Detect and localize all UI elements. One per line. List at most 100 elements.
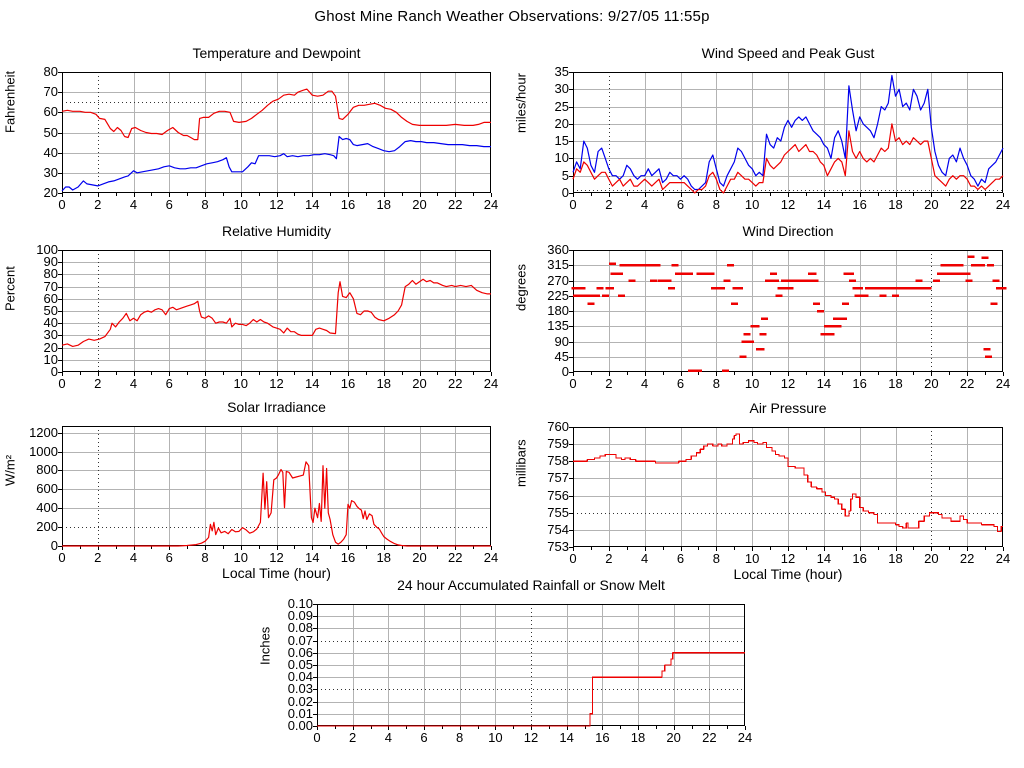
x-tick-label: 8 — [201, 197, 209, 212]
x-tick-label: 16 — [852, 551, 867, 566]
y-tick-label: 20 — [554, 115, 569, 131]
y-tick-label: 180 — [547, 303, 569, 318]
x-tick-label: 18 — [888, 376, 903, 391]
y-tick-label: 45 — [554, 348, 569, 364]
x-tick-label: 14 — [305, 376, 320, 391]
y-tick-label: 25 — [554, 98, 569, 114]
x-tick-label: 6 — [676, 551, 685, 566]
x-tick-label: 4 — [129, 550, 138, 565]
x-tick-label: 20 — [924, 551, 939, 566]
x-tick-label: 12 — [780, 376, 796, 391]
x-axis-label: Local Time (hour) — [733, 566, 843, 582]
y-tick-label: 759 — [547, 436, 569, 452]
x-tick-label: 16 — [595, 730, 610, 745]
x-tick-label: 16 — [340, 376, 356, 391]
x-tick-label: 14 — [305, 550, 320, 565]
x-tick-label: 0 — [569, 197, 577, 212]
x-tick-label: 10 — [488, 730, 503, 745]
y-tick-label: 1000 — [29, 443, 58, 459]
x-tick-label: 16 — [852, 197, 867, 212]
x-tick-label: 4 — [641, 376, 649, 391]
series-peak-gust — [572, 74, 1004, 191]
y-tick-label: 0.04 — [287, 669, 313, 685]
x-tick-label: 22 — [959, 551, 975, 566]
y-tick-label: 760 — [547, 419, 569, 434]
x-tick-label: 2 — [94, 550, 102, 565]
x-tick-label: 4 — [641, 551, 649, 566]
x-tick-label: 18 — [888, 551, 903, 566]
x-tick-label: 12 — [523, 730, 539, 745]
x-tick-label: 10 — [233, 550, 248, 565]
y-tick-label: 754 — [547, 521, 569, 537]
y-tick-label: 80 — [43, 64, 58, 79]
y-tick-label: 100 — [36, 242, 58, 257]
y-tick-label: 0.05 — [287, 657, 313, 672]
y-tick-label: 753 — [547, 539, 569, 554]
y-tick-label: 30 — [43, 164, 58, 180]
plot-area — [569, 71, 1004, 197]
x-tick-label: 8 — [712, 376, 720, 391]
y-tick-label: 0.06 — [287, 644, 313, 660]
page-title: Ghost Mine Ranch Weather Observations: 9… — [314, 8, 710, 25]
series-relative-humidity — [61, 278, 491, 347]
x-tick-label: 12 — [269, 550, 284, 565]
x-tick-label: 2 — [605, 376, 613, 391]
y-tick-label: 80 — [43, 266, 58, 282]
x-tick-label: 4 — [641, 197, 649, 212]
x-tick-label: 8 — [712, 197, 720, 212]
x-tick-label: 10 — [744, 376, 760, 391]
x-tick-label: 14 — [305, 197, 320, 212]
x-tick-label: 10 — [744, 197, 760, 212]
y-tick-label: 60 — [43, 290, 58, 306]
x-tick-label: 22 — [448, 550, 463, 565]
x-tick-label: 22 — [448, 197, 463, 212]
y-tick-label: 1200 — [29, 424, 58, 440]
x-tick-label: 20 — [412, 376, 427, 391]
chart-title: Solar Irradiance — [227, 399, 326, 415]
x-tick-label: 8 — [201, 550, 209, 565]
x-tick-label: 2 — [605, 197, 613, 212]
plot-area — [569, 426, 1004, 551]
x-tick-label: 4 — [129, 197, 138, 212]
x-tick-label: 2 — [349, 730, 357, 745]
x-tick-label: 16 — [852, 376, 867, 391]
plot-area — [58, 71, 492, 197]
y-tick-label: 800 — [36, 462, 58, 478]
y-tick-label: 200 — [36, 519, 58, 535]
y-tick-label: 15 — [554, 133, 569, 149]
x-tick-label: 22 — [959, 197, 975, 212]
x-tick-label: 8 — [456, 730, 464, 745]
x-tick-label: 16 — [340, 197, 356, 212]
series-dewpoint — [61, 135, 491, 192]
y-tick-label: 135 — [547, 318, 569, 334]
x-tick-label: 14 — [816, 197, 832, 212]
x-tick-label: 10 — [744, 551, 760, 566]
y-tick-label: 756 — [547, 487, 569, 503]
x-tick-label: 18 — [630, 730, 646, 745]
x-tick-label: 6 — [420, 730, 428, 745]
plot-area — [58, 249, 492, 376]
x-tick-label: 24 — [995, 551, 1011, 566]
x-tick-label: 2 — [94, 197, 102, 212]
x-tick-label: 24 — [483, 376, 499, 391]
x-tick-label: 0 — [569, 551, 577, 566]
x-tick-label: 8 — [201, 376, 209, 391]
x-tick-label: 24 — [995, 376, 1011, 391]
x-tick-label: 6 — [165, 550, 173, 565]
chart-title: Wind Direction — [742, 223, 834, 239]
plot-area — [313, 603, 746, 730]
y-tick-label: 757 — [547, 470, 569, 486]
x-tick-label: 0 — [58, 197, 66, 212]
y-tick-label: 0.09 — [287, 608, 313, 624]
y-tick-label: 270 — [547, 272, 569, 288]
x-tick-label: 24 — [737, 730, 753, 745]
y-tick-label: 755 — [547, 504, 569, 520]
x-tick-label: 22 — [959, 376, 975, 391]
x-tick-label: 20 — [412, 197, 427, 212]
